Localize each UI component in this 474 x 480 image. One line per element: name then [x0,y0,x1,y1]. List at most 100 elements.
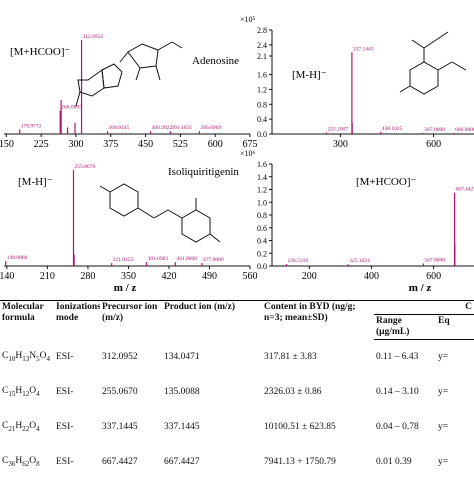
cell-product: 337.1445 [164,421,200,432]
y-tick-label: 0.8 [257,211,267,220]
y-tick-label: 0.0 [257,262,267,271]
peak-group: 178.9772 312.0952 266.0893 368.0145 460.9922… [19,34,221,134]
peak-label: 126.5310 [287,258,308,264]
peak-label: 255.0670 [74,164,95,170]
x-tick-label: 400 [364,271,379,282]
y-tick-group: 0.0 0.4 0.8 1.2 1.6 2.1 2.4 2.8 [257,26,272,139]
cell-product: 667.4427 [164,456,200,467]
spectrum-panel-bottom-right: ×10⁶ [M+HCOO]⁻ m / z 0.0 0.2 0.4 0.6 0.8 1.0 1… [240,149,474,294]
cell-range: 0.11 – 6.43 [376,351,419,362]
x-tick-label: 150 [0,139,14,150]
spectrum-panel-top-right: ×10⁵ [M-H]⁻ 0.0 0.4 0.8 1.2 1.6 2.1 2.4 2.8 255… [240,15,474,150]
cell-range: 0.14 – 3.10 [376,386,419,397]
table-body: C10H13N5O4 ESI- 312.0952 134.0471 317.81 ± 3… [0,339,474,480]
x-tick-label: 140 [0,271,14,282]
x-tick-label: 525 [173,139,188,150]
cell-ionization: ESI- [56,421,74,432]
header-precursor: Precursor ion (m/z) [100,300,162,340]
y-tick-label: 1.6 [257,160,267,169]
x-tick-label: 490 [202,271,217,282]
y-tick-label: 1.6 [257,71,267,80]
peak-label: 138.0888 [7,255,28,261]
peak-label: 503.1655 [171,125,192,131]
cell-formula: C15H12O4 [2,386,40,399]
y-tick-label: 1.4 [257,173,267,182]
cell-ionization: ESI- [56,386,74,397]
x-tick-label: 600 [426,271,441,282]
x-tick-group: 200 400 600 [302,266,441,282]
table-row: C36H62O8 ESI- 667.4427 667.4427 7941.13 + 17… [0,445,474,480]
header-ionization: Ionizations mode [54,300,100,340]
spectrum-panel-top-left: [M+HCOO]⁻ Adenosine 178.9772 312.0952 266.… [0,34,258,150]
y-tick-label: 0.6 [257,224,267,233]
spectrum-panel-bottom-left: [M-H]⁻ Isoliquiritigenin m / z 138.0888 2… [0,164,258,294]
cell-content: 10100.51 ± 623.85 [264,421,336,432]
x-tick-label: 675 [243,139,258,150]
cell-product: 135.0088 [164,386,200,397]
x-tick-label: 300 [333,139,348,150]
peak-label: 325.1024 [349,258,370,264]
cell-range: 0.01 0.39 [376,456,412,467]
x-tick-label: 560 [243,271,258,282]
header-equation: Eq [436,313,474,340]
cell-product: 134.0471 [164,351,200,362]
cell-precursor: 312.0952 [102,351,138,362]
x-tick-label: 600 [208,139,223,150]
y-tick-label: 0.0 [257,130,267,139]
isoliquiritigenin-structure [99,183,221,243]
cell-formula: C10H13N5O4 [2,351,50,363]
header-range: Range (μg/mL) [374,313,436,340]
cell-range: 0.04 – 0.78 [376,421,419,432]
peak-label: 666.0000 [455,127,474,133]
x-tick-label: 375 [103,139,118,150]
peak-group: 255.2007 337.1445 430.1025 567.0000 666.0000 [325,46,474,134]
x-axis-label: m / z [409,282,432,294]
y-tick-label: 0.2 [257,249,267,258]
x-tick-label: 600 [426,139,441,150]
header-group: C [374,300,474,315]
header-content: Content in BYD (ng/g; n=3; mean±SD) [262,300,374,340]
x-tick-label: 450 [138,139,153,150]
peak-label: 460.9922 [152,125,173,131]
y-tick-label: 2.8 [257,26,267,35]
y-tick-label: 2.4 [257,41,267,50]
x-tick-label: 210 [40,271,55,282]
table-row: C10H13N5O4 ESI- 312.0952 134.0471 317.81 ± 3… [0,339,474,375]
cell-content: 2326.03 ± 0.86 [264,386,322,397]
cell-formula: C36H62O8 [2,456,40,469]
x-tick-label: 350 [121,271,136,282]
scale-label: ×10⁵ [240,15,256,24]
x-tick-label: 280 [80,271,95,282]
peak-label: 266.0893 [61,105,82,111]
peak-group: 138.0888 255.0670 321.0453 381.0903 431.0000… [5,164,224,266]
peak-label: 431.0000 [176,256,197,262]
cell-precursor: 255.0670 [102,386,138,397]
cell-precursor: 337.1445 [102,421,138,432]
peak-label: 567.0000 [424,257,445,263]
results-table: Molecular formula Ionizations mode Precu… [0,300,474,480]
y-tick-label: 0.8 [257,100,267,109]
table-row: C21H22O4 ESI- 337.1445 337.1445 10100.51 ± 6… [0,410,474,445]
x-tick-label: 200 [302,271,317,282]
peak-label: 312.0952 [83,34,104,40]
cell-content: 7941.13 + 1750.79 [264,456,336,467]
y-tick-label: 0.4 [257,115,267,124]
x-tick-label: 420 [161,271,176,282]
x-tick-label: 225 [34,139,49,150]
x-tick-label: 300 [68,139,83,150]
adenosine-structure [75,41,183,107]
scale-label: ×10⁶ [240,149,256,158]
y-tick-label: 1.2 [257,186,267,195]
adduct-label: [M-H]⁻ [18,176,53,188]
y-tick-label: 2.1 [257,52,267,61]
y-tick-label: 1.2 [257,85,267,94]
compound-name: Adenosine [192,55,239,67]
cell-ionization: ESI- [56,351,74,362]
header-formula: Molecular formula [0,300,54,340]
x-axis-label: m / z [114,282,137,294]
cell-equation: y= [438,421,449,432]
x-tick-group: 150 225 300 375 450 525 600 675 [0,134,258,150]
y-tick-label: 1.0 [257,198,267,207]
peak-label: 368.0145 [109,125,130,131]
peak-label: 255.2007 [327,127,348,133]
